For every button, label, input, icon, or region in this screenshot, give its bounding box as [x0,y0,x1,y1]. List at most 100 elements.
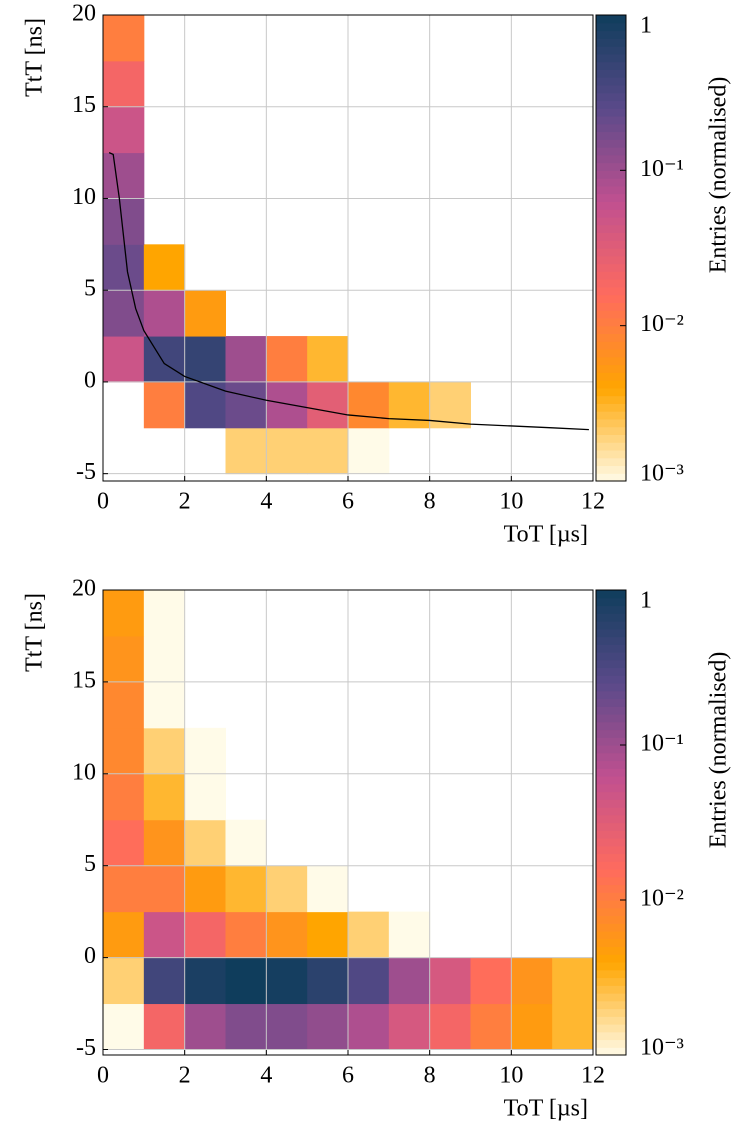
colorbar-segment [596,418,626,428]
colorbar-segment [596,1047,626,1056]
colorbar-label: Entries (normalised) [706,652,732,849]
colorbar-segment [596,869,626,878]
heatmap-cell [184,1003,226,1050]
colorbar-segment [596,590,626,599]
heatmap-cell [143,244,186,291]
colorbar-segment [596,84,626,94]
heatmap-cell [348,427,390,475]
colorbar-segment [596,248,626,257]
colorbar-tick-label: 10⁻² [640,311,684,337]
y-tick-label: 15 [72,667,96,693]
colorbar-segment [596,216,626,226]
heatmap-cell [143,590,186,637]
colorbar-segment [596,123,626,133]
colorbar-segment [596,473,626,482]
colorbar-segment [596,776,626,785]
colorbar-segment [596,814,626,824]
colorbar-segment [596,690,626,700]
heatmap-cell [184,381,226,429]
colorbar-segment [596,279,626,288]
colorbar-segment [596,915,626,924]
colorbar-segment [596,830,626,839]
heatmap-cell [348,911,390,959]
colorbar-segment [596,892,626,901]
colorbar-segment [596,1039,626,1048]
x-tick-label: 0 [97,1063,109,1089]
x-tick-label: 4 [260,489,272,515]
colorbar-tick-label: 1 [640,13,652,39]
colorbar-segment [596,613,626,622]
colorbar-segment [596,760,626,769]
colorbar-segment [596,822,626,831]
colorbar-segment [596,154,626,164]
colorbar-segment [596,271,626,280]
colorbar-segment [596,380,626,389]
heatmap-cell [307,911,349,959]
colorbar-segment [596,644,626,653]
colorbar-segment [596,147,626,156]
colorbar-segment [596,938,626,948]
colorbar-segment [596,1000,626,1010]
colorbar-segment [596,900,626,909]
heatmap-cell [103,865,145,913]
colorbar-segment [596,465,626,474]
y-tick-label: 20 [72,1,96,27]
heatmap-cell [184,290,226,337]
heatmap-cell [225,911,267,959]
heatmap-cell [103,152,145,199]
heatmap-cell [103,60,145,108]
heatmap-cell [184,957,226,1005]
colorbar-segment [596,341,626,350]
colorbar-segment [596,853,626,862]
colorbar-tick-label: 10⁻¹ [640,731,684,757]
heatmap-cell [388,1003,431,1050]
heatmap-cell [511,957,553,1005]
heatmap-cell [143,957,186,1005]
colorbar-segment [596,714,626,723]
colorbar-segment [596,286,626,296]
colorbar-segment [596,1031,626,1041]
heatmap-cell [266,957,308,1005]
heatmap-cell [143,381,186,429]
heatmap-cell [103,681,145,729]
heatmap-cell [143,727,186,775]
heatmap-cell [388,911,431,959]
plot-area [103,15,471,475]
colorbar-segment [596,38,626,47]
heatmap-cell [103,336,145,383]
heatmap-cell [388,957,431,1005]
colorbar-segment [596,659,626,669]
colorbar-segment [596,310,626,319]
colorbar-segment [596,77,626,86]
colorbar-segment [596,61,626,70]
heatmap-cell [266,911,308,959]
x-axis-label: ToT [µs] [504,522,588,548]
colorbar-segment [596,263,626,272]
heatmap-cell [184,819,226,867]
colorbar-segment [596,667,626,676]
heatmap-cell [348,1003,390,1050]
x-tick-label: 4 [260,1063,272,1089]
colorbar-segment [596,931,626,940]
colorbar-segment [596,426,626,435]
x-tick-label: 8 [424,1063,436,1089]
heatmap-cell [103,727,145,775]
colorbar-segment [596,333,626,342]
x-tick-label: 6 [342,1063,354,1089]
heatmap-cell [266,381,308,429]
colorbar-segment [596,411,626,420]
heatmap-cell [143,681,186,729]
colorbar-segment [596,15,626,24]
heatmap-cell [470,957,512,1005]
heatmap-cell [307,336,349,383]
colorbar-segment [596,605,626,614]
colorbar-segment [596,838,626,847]
heatmap-cell [225,336,267,383]
colorbar-segment [596,923,626,932]
colorbar-segment [596,100,626,109]
heatmap-cell [184,727,226,775]
colorbar-segment [596,372,626,381]
x-tick-label: 10 [499,489,523,515]
colorbar-segment [596,652,626,661]
heatmap-cell [307,1003,349,1050]
